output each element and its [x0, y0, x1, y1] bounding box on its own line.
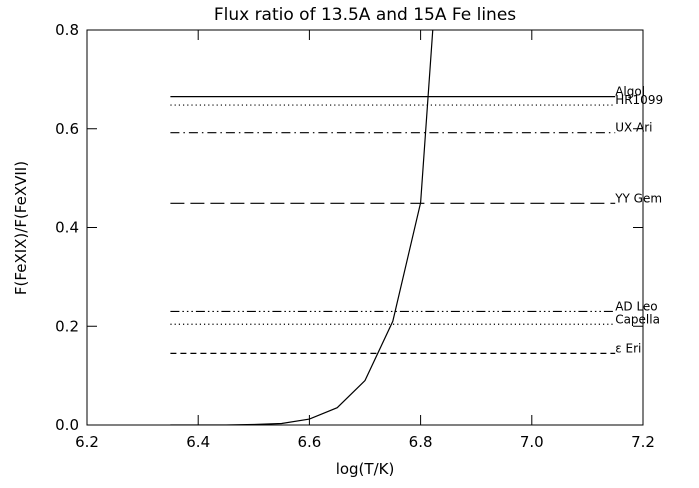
x-tick-label: 7.2	[631, 433, 655, 451]
y-tick-label: 0.0	[55, 416, 79, 434]
x-tick-label: 6.2	[75, 433, 99, 451]
x-tick-label: 6.6	[297, 433, 321, 451]
y-tick-label: 0.2	[55, 317, 79, 335]
x-tick-label: 6.8	[409, 433, 433, 451]
x-tick-label: 7.0	[520, 433, 544, 451]
reference-label: UX Ari	[615, 121, 652, 135]
data-line	[170, 30, 434, 425]
x-axis-label: log(T/K)	[336, 460, 395, 478]
reference-label: AD Leo	[615, 299, 657, 313]
reference-label: Algol	[615, 85, 645, 99]
reference-label: Capella	[615, 312, 660, 326]
y-axis-label: F(FeXIX)/F(FeXVII)	[12, 161, 30, 295]
reference-label: HR1099	[615, 93, 663, 107]
x-tick-label: 6.4	[186, 433, 210, 451]
y-tick-label: 0.4	[55, 219, 79, 237]
y-tick-label: 0.6	[55, 120, 79, 138]
reference-label: YY Gem	[614, 191, 662, 205]
plot-frame	[86, 29, 644, 426]
reference-label: ε Eri	[615, 341, 641, 355]
chart-title: Flux ratio of 13.5A and 15A Fe lines	[214, 5, 516, 25]
y-tick-label: 0.8	[55, 21, 79, 39]
